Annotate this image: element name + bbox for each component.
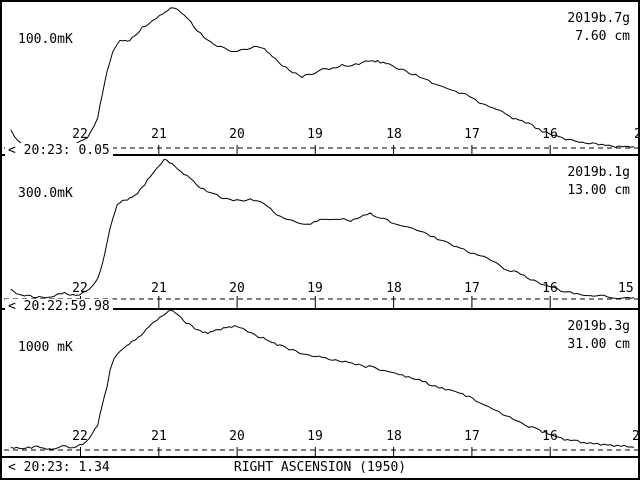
scan-timestamp: < 20:23: 1.34 (5, 460, 113, 475)
scan-id-label: 2019b.1g (565, 165, 632, 180)
wavelength-label: 31.00 cm (565, 337, 632, 352)
scan-trace (10, 310, 635, 450)
scan-panel-31cm: 22 21 20 19 18 17 16 1000 mK 2019b.3g 31.00 cm… (2, 310, 638, 458)
x-axis-title: RIGHT ASCENSION (1950) (233, 460, 407, 475)
scan-timestamp: < 20:22:59.98 (5, 299, 113, 314)
right-edge-tick-label: 2 (632, 429, 640, 444)
intensity-scale-label: 1000 mK (16, 340, 75, 355)
right-edge-tick-label: 2 (634, 127, 638, 142)
footer: < 20:23: 1.34 RIGHT ASCENSION (1950) (2, 458, 638, 478)
scan-plot-7cm (4, 7, 638, 154)
scan-trace (10, 7, 635, 148)
scan-panel-7cm: 22 21 20 19 18 17 16 100.0mK 2019b.7g 7.60 cm … (2, 2, 638, 156)
scan-id-label: 2019b.7g (565, 11, 632, 26)
scan-timestamp: < 20:23: 0.05 (5, 143, 113, 158)
scan-id-label: 2019b.3g (565, 319, 632, 334)
scan-panel-13cm: 22 21 20 19 18 17 16 300.0mK 2019b.1g 13.00 cm… (2, 156, 638, 310)
scan-plot-31cm (4, 310, 638, 456)
wavelength-label: 7.60 cm (573, 29, 632, 44)
scan-trace (10, 158, 635, 300)
right-edge-tick-label: 15 (618, 281, 634, 296)
intensity-scale-label: 300.0mK (16, 186, 75, 201)
intensity-scale-label: 100.0mK (16, 32, 75, 47)
wavelength-label: 13.00 cm (565, 183, 632, 198)
scan-plot-13cm (4, 158, 638, 308)
